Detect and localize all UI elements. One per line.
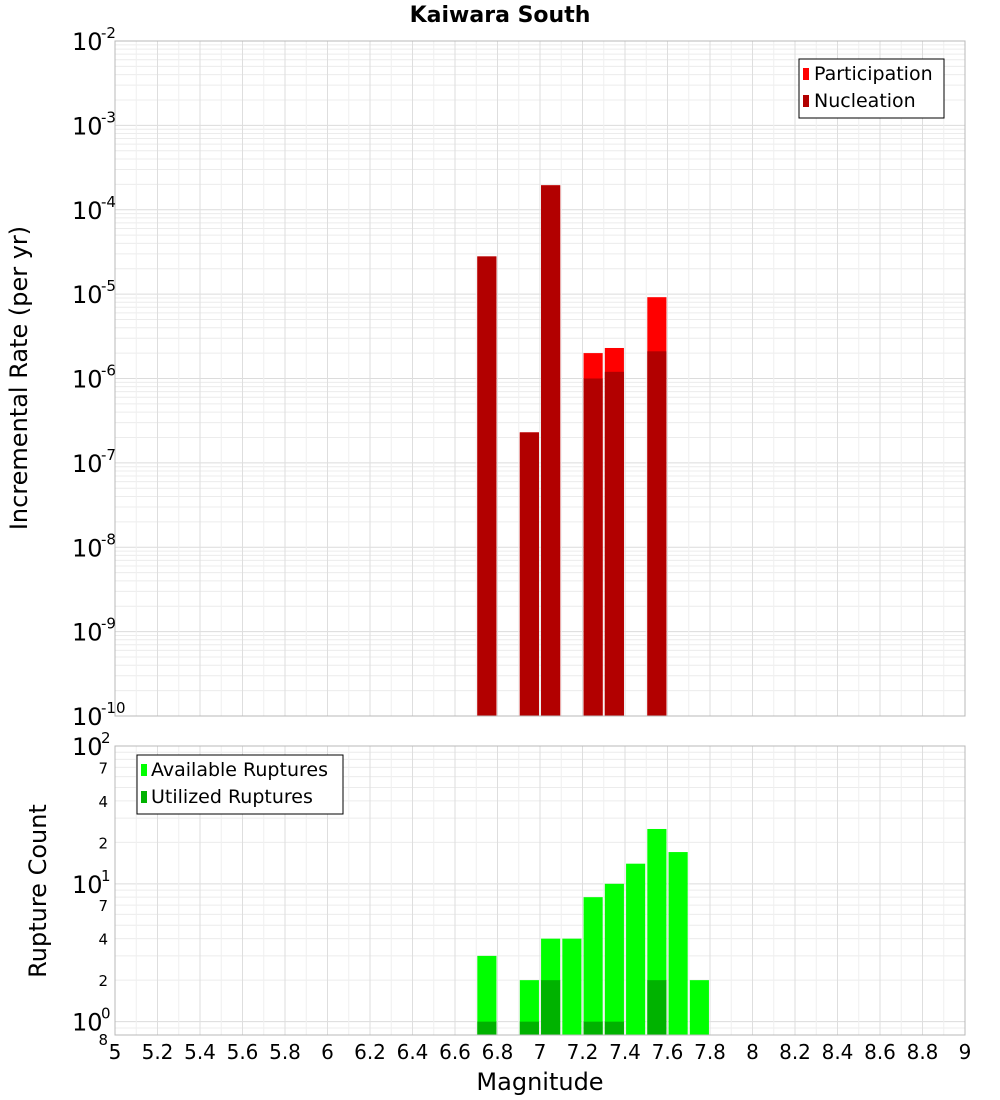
bottom-bars — [477, 828, 709, 1035]
top-y-tick-exponent: -10 — [101, 699, 126, 717]
bottom-bar-utilized-ruptures — [604, 1021, 624, 1035]
bottom-plot-frame — [114, 745, 966, 1036]
top-bars — [477, 185, 667, 717]
top-y-tick-label: 10 — [72, 28, 103, 56]
bottom-grid — [114, 745, 966, 1036]
x-tick-label: 5.6 — [227, 1040, 259, 1064]
x-tick-label: 8.6 — [864, 1040, 896, 1064]
x-tick-label: 8 — [746, 1040, 759, 1064]
x-tick-label: 6.6 — [439, 1040, 471, 1064]
top-y-tick-exponent: -8 — [101, 530, 116, 548]
top-y-axis-label: Incremental Rate (per yr) — [5, 226, 33, 530]
bottom-y-tick-exponent: 1 — [101, 867, 111, 885]
top-y-tick-exponent: -7 — [101, 446, 116, 464]
x-ticks: 5 5.2 5.4 5.6 5.8 6 6.2 6.4 6.6 6.8 7 7.2 7.4 7.6 7.8 8… — [109, 1040, 972, 1064]
top-y-tick-label: 10 — [72, 450, 103, 478]
nucleation-legend-swatch — [803, 95, 809, 107]
nucleation-legend-label: Nucleation — [814, 90, 916, 112]
bottom-y-minor-tick-label: 4 — [98, 793, 108, 811]
x-tick-label: 8.8 — [907, 1040, 939, 1064]
top-y-tick-label: 10 — [72, 112, 103, 140]
top-bar-nucleation — [647, 351, 667, 716]
bottom-y-axis-label: Rupture Count — [24, 804, 52, 978]
top-y-tick-label: 10 — [72, 281, 103, 309]
bottom-y-tick-exponent: 2 — [101, 729, 111, 747]
x-tick-label: 5.4 — [184, 1040, 216, 1064]
bottom-bar-utilized-ruptures — [477, 1021, 497, 1035]
bottom-y-tick-label: 10 — [72, 1009, 103, 1037]
bottom-legend: Available Ruptures Utilized Ruptures — [136, 754, 344, 815]
top-bar-nucleation — [477, 256, 497, 716]
bottom-y-minor-tick-label: 8 — [98, 1031, 108, 1049]
x-tick-label: 7.6 — [652, 1040, 684, 1064]
top-y-tick-label: 10 — [72, 619, 103, 647]
available-legend-label: Available Ruptures — [151, 759, 328, 781]
bottom-y-minor-tick-label: 7 — [98, 759, 108, 777]
bottom-bar-available-ruptures — [519, 980, 539, 1035]
x-tick-label: 7.2 — [567, 1040, 599, 1064]
bottom-y-minor-tick-label: 2 — [98, 972, 108, 990]
bottom-y-tick-exponent: 0 — [101, 1005, 111, 1023]
top-y-tick-label: 10 — [72, 366, 103, 394]
x-tick-label: 7.8 — [694, 1040, 726, 1064]
chart-title: Kaiwara South — [410, 3, 591, 28]
top-plot-frame — [114, 40, 966, 717]
bottom-bar-available-ruptures — [604, 883, 624, 1035]
bottom-bar-utilized-ruptures — [583, 1021, 603, 1035]
participation-legend-label: Participation — [814, 63, 933, 85]
top-y-tick-exponent: -2 — [101, 24, 116, 42]
top-bar-nucleation — [583, 378, 603, 716]
x-axis-label: Magnitude — [476, 1068, 603, 1096]
top-bar-nucleation — [541, 185, 561, 717]
top-legend-box — [798, 58, 945, 119]
x-tick-label: 7.4 — [609, 1040, 641, 1064]
top-bar-nucleation — [519, 432, 539, 716]
x-tick-label: 6.2 — [354, 1040, 386, 1064]
bottom-bar-utilized-ruptures — [647, 980, 667, 1035]
bottom-y-tick-label: 10 — [72, 871, 103, 899]
top-y-tick-label: 10 — [72, 197, 103, 225]
x-tick-label: 6 — [321, 1040, 334, 1064]
x-tick-label: 5.8 — [269, 1040, 301, 1064]
top-grid — [114, 40, 966, 717]
bottom-bar-available-ruptures — [583, 897, 603, 1035]
utilized-legend-swatch — [141, 791, 147, 803]
bottom-bar-available-ruptures — [562, 938, 582, 1035]
top-y-tick-exponent: -5 — [101, 277, 116, 295]
bottom-bar-utilized-ruptures — [541, 980, 561, 1035]
top-y-tick-exponent: -3 — [101, 108, 116, 126]
top-y-tick-exponent: -9 — [101, 615, 116, 633]
bottom-bar-available-ruptures — [689, 980, 709, 1035]
x-tick-label: 8.4 — [822, 1040, 854, 1064]
bottom-bar-utilized-ruptures — [519, 1021, 539, 1035]
bottom-y-minor-tick-label: 7 — [98, 897, 108, 915]
top-bar-nucleation — [604, 371, 624, 716]
bottom-bar-available-ruptures — [477, 955, 497, 1035]
bottom-y-minor-tick-label: 4 — [98, 931, 108, 949]
top-y-tick-label: 10 — [72, 703, 103, 731]
x-tick-label: 5 — [109, 1040, 122, 1064]
top-legend: Participation Nucleation — [798, 58, 945, 119]
top-y-tick-exponent: -4 — [101, 193, 116, 211]
x-tick-label: 8.2 — [779, 1040, 811, 1064]
bottom-y-tick-label: 10 — [72, 733, 103, 761]
x-tick-label: 6.8 — [482, 1040, 514, 1064]
utilized-legend-label: Utilized Ruptures — [151, 786, 313, 808]
x-tick-label: 7 — [534, 1040, 547, 1064]
top-y-tick-exponent: -6 — [101, 362, 116, 380]
x-tick-label: 5.2 — [142, 1040, 174, 1064]
bottom-bar-available-ruptures — [626, 863, 646, 1035]
x-tick-label: 6.4 — [397, 1040, 429, 1064]
participation-legend-swatch — [803, 68, 809, 80]
bottom-bar-available-ruptures — [668, 852, 688, 1035]
bottom-legend-box — [136, 754, 344, 815]
top-y-tick-label: 10 — [72, 534, 103, 562]
x-tick-label: 9 — [959, 1040, 972, 1064]
available-legend-swatch — [141, 764, 147, 776]
bottom-y-minor-tick-label: 2 — [98, 834, 108, 852]
